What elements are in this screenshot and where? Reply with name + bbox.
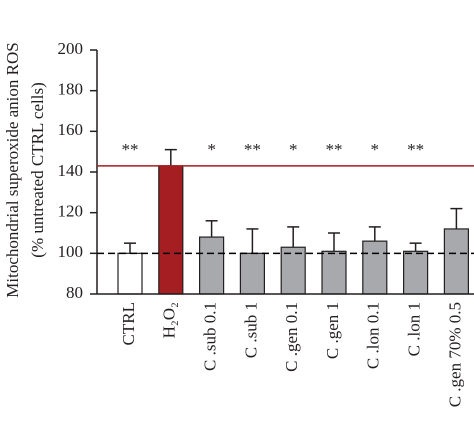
x-tick-label: C .gen 70% 0.5 [445, 302, 464, 407]
bar [280, 246, 306, 295]
y-tick-label: 160 [58, 120, 84, 139]
significance-label: * [371, 140, 380, 159]
significance-label: ** [407, 140, 424, 159]
bar [443, 228, 469, 295]
significance-label: * [289, 140, 298, 159]
y-tick-label: 200 [58, 39, 84, 58]
x-tick-label: C .gen 0.1 [282, 302, 301, 372]
significance-label: ** [122, 140, 139, 159]
bar [403, 250, 429, 295]
x-tick-label: C .gen 1 [323, 302, 342, 359]
bar [117, 252, 143, 295]
y-tick-label: 100 [58, 242, 84, 261]
bar [199, 236, 225, 295]
x-tick-label: H₂O₂ [160, 302, 179, 338]
x-tick-label: C .sub 0.1 [201, 302, 220, 371]
x-tick-label: C .lon 1 [405, 302, 424, 356]
significance-label: * [207, 140, 216, 159]
bar [362, 240, 388, 295]
bar [158, 165, 184, 295]
significance-label: ** [244, 140, 261, 159]
bar [321, 250, 347, 295]
y-tick-label: 140 [58, 161, 84, 180]
y-axis-label: (% untreated CTRL cells) [28, 82, 47, 257]
bar [239, 252, 265, 295]
x-tick-label: C .lon 0.1 [364, 302, 383, 369]
x-tick-label: C .sub 1 [241, 302, 260, 358]
y-tick-label: 180 [58, 80, 84, 99]
significance-label: ** [326, 140, 343, 159]
y-tick-label: 120 [58, 202, 84, 221]
x-tick-label: CTRL [119, 302, 138, 345]
y-axis-label: Mitochondrial superoxide anion ROS [3, 42, 22, 297]
y-tick-label: 80 [66, 283, 83, 302]
